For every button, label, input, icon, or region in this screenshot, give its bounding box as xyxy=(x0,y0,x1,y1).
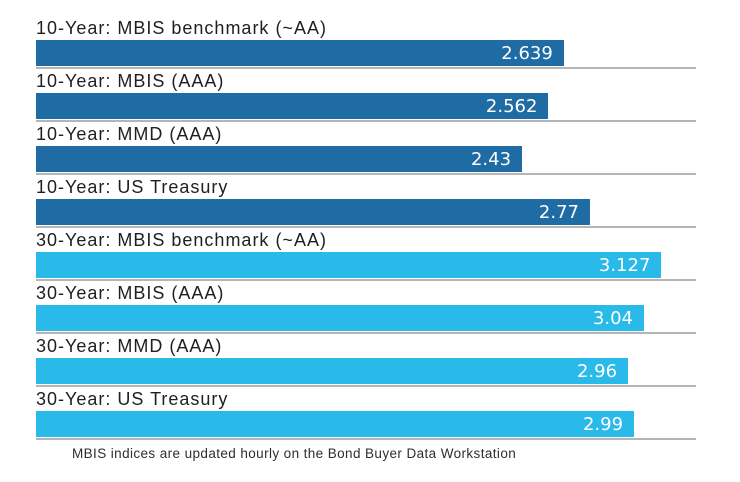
axis-baseline xyxy=(36,332,696,334)
chart-row: 30-Year: US Treasury 2.99 xyxy=(36,387,696,440)
bar: 2.639 xyxy=(36,40,564,66)
chart-row: 10-Year: MMD (AAA) 2.43 xyxy=(36,122,696,175)
axis-baseline xyxy=(36,279,696,281)
chart-row: 10-Year: MBIS (AAA) 2.562 xyxy=(36,69,696,122)
bar-category-label: 30-Year: MBIS benchmark (~AA) xyxy=(36,230,327,250)
bar: 2.77 xyxy=(36,199,590,225)
bar-category-label: 10-Year: US Treasury xyxy=(36,177,229,197)
chart-row: 10-Year: US Treasury 2.77 xyxy=(36,175,696,228)
axis-baseline xyxy=(36,120,696,122)
bar-track: 2.43 xyxy=(36,146,696,172)
bar-value-label: 2.96 xyxy=(576,360,618,382)
bar-value-label: 2.639 xyxy=(501,42,553,64)
bar-track: 2.96 xyxy=(36,358,696,384)
bar-category-label: 10-Year: MBIS benchmark (~AA) xyxy=(36,18,327,38)
axis-baseline xyxy=(36,67,696,69)
bar: 3.04 xyxy=(36,305,644,331)
bar: 2.562 xyxy=(36,93,549,119)
axis-baseline xyxy=(36,385,696,387)
bar-category-label: 10-Year: MBIS (AAA) xyxy=(36,71,225,91)
bar-category-label: 30-Year: MMD (AAA) xyxy=(36,336,223,356)
chart-footnote: MBIS indices are updated hourly on the B… xyxy=(72,446,517,461)
bar-category-label: 10-Year: MMD (AAA) xyxy=(36,124,223,144)
bar-track: 3.127 xyxy=(36,252,696,278)
chart-rows: 10-Year: MBIS benchmark (~AA) 2.639 10-Y… xyxy=(36,16,696,440)
bar-category-label: 30-Year: US Treasury xyxy=(36,389,229,409)
bar-track: 3.04 xyxy=(36,305,696,331)
bar-value-label: 3.04 xyxy=(592,307,633,329)
bar-track: 2.77 xyxy=(36,199,696,225)
bar: 3.127 xyxy=(36,252,662,278)
bar-category-label: 30-Year: MBIS (AAA) xyxy=(36,283,225,303)
bar-track: 2.639 xyxy=(36,40,696,66)
bar-value-label: 2.77 xyxy=(538,201,579,223)
bar-value-label: 2.562 xyxy=(485,95,538,117)
axis-baseline xyxy=(36,226,696,228)
axis-baseline xyxy=(36,438,696,440)
bar-track: 2.562 xyxy=(36,93,696,119)
chart-row: 30-Year: MMD (AAA) 2.96 xyxy=(36,334,696,387)
axis-baseline xyxy=(36,173,696,175)
chart-row: 30-Year: MBIS (AAA) 3.04 xyxy=(36,281,696,334)
bar: 2.43 xyxy=(36,146,523,172)
bar-value-label: 2.43 xyxy=(470,148,512,170)
bar-value-label: 2.99 xyxy=(582,413,624,435)
bar: 2.96 xyxy=(36,358,629,384)
bar-track: 2.99 xyxy=(36,411,696,437)
bar: 2.99 xyxy=(36,411,635,437)
chart-row: 30-Year: MBIS benchmark (~AA) 3.127 xyxy=(36,228,696,281)
yield-bar-chart: 10-Year: MBIS benchmark (~AA) 2.639 10-Y… xyxy=(36,16,696,461)
chart-row: 10-Year: MBIS benchmark (~AA) 2.639 xyxy=(36,16,696,69)
bar-value-label: 3.127 xyxy=(598,254,651,276)
